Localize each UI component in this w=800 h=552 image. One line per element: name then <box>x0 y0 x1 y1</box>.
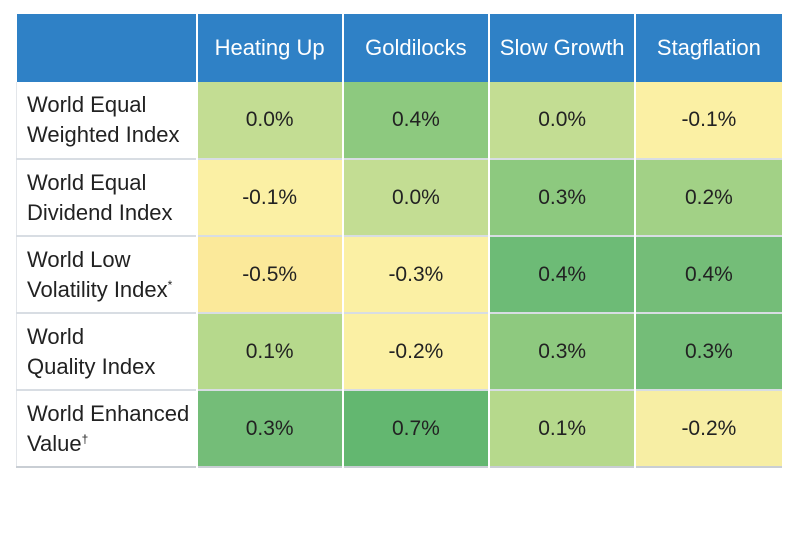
row-label: World Equal Weighted Index <box>16 82 197 159</box>
heatmap-cell: 0.0% <box>487 82 636 159</box>
heatmap-table-container: Heating Up Goldilocks Slow Growth Stagfl… <box>16 14 782 468</box>
column-header: Stagflation <box>635 14 782 82</box>
heatmap-cell: -0.3% <box>341 236 489 313</box>
heatmap-cell: 0.3% <box>634 313 782 390</box>
heatmap-cell: 0.0% <box>341 159 489 236</box>
heatmap-cell: 0.4% <box>487 236 636 313</box>
row-label-line: Dividend Index <box>27 199 173 225</box>
heatmap-cell: -0.5% <box>195 236 343 313</box>
heatmap-cell: -0.2% <box>341 313 489 390</box>
row-label: World Quality Index <box>16 313 197 390</box>
row-label-line: World <box>27 323 85 349</box>
heatmap-cell: 0.3% <box>195 390 343 467</box>
heatmap-cell: -0.2% <box>634 390 782 467</box>
table-row: World Enhanced Value† 0.3% 0.7% 0.1% -0.… <box>16 390 782 467</box>
heatmap-cell: 0.1% <box>487 390 636 467</box>
row-label: World Low Volatility Index* <box>16 236 197 313</box>
footnote-mark: † <box>81 431 89 446</box>
heatmap-cell: -0.1% <box>634 82 782 159</box>
table-row: World Equal Dividend Index -0.1% 0.0% 0.… <box>16 159 782 236</box>
row-label-line: Volatility Index <box>27 276 168 302</box>
heatmap-table: Heating Up Goldilocks Slow Growth Stagfl… <box>16 14 782 468</box>
heatmap-cell: -0.1% <box>195 159 343 236</box>
table-row: World Equal Weighted Index 0.0% 0.4% 0.0… <box>16 82 782 159</box>
row-label-line: World Low <box>27 246 131 272</box>
column-header: Heating Up <box>196 14 344 82</box>
heatmap-cell: 0.4% <box>341 82 489 159</box>
heatmap-cell: 0.7% <box>341 390 489 467</box>
heatmap-cell: 0.1% <box>195 313 343 390</box>
heatmap-cell: 0.3% <box>487 313 636 390</box>
row-label-line: Value <box>27 430 82 456</box>
header-row: Heating Up Goldilocks Slow Growth Stagfl… <box>16 14 782 82</box>
row-label-line: World Enhanced <box>27 400 190 426</box>
header-corner <box>16 14 198 82</box>
heatmap-cell: 0.4% <box>634 236 782 313</box>
column-header: Goldilocks <box>342 14 491 82</box>
row-label-line: World Equal <box>27 92 147 117</box>
row-label: World Enhanced Value† <box>16 390 197 467</box>
heatmap-cell: 0.3% <box>487 159 636 236</box>
table-row: World Low Volatility Index* -0.5% -0.3% … <box>16 236 782 313</box>
row-label-line: World Equal <box>27 169 147 195</box>
row-label: World Equal Dividend Index <box>16 159 197 236</box>
row-label-line: Quality Index <box>27 353 156 379</box>
row-label-line: Weighted Index <box>27 122 180 147</box>
heatmap-cell: 0.0% <box>195 82 343 159</box>
table-row: World Quality Index 0.1% -0.2% 0.3% 0.3% <box>16 313 782 390</box>
column-header: Slow Growth <box>489 14 637 82</box>
heatmap-cell: 0.2% <box>634 159 782 236</box>
footnote-mark: * <box>167 277 173 292</box>
